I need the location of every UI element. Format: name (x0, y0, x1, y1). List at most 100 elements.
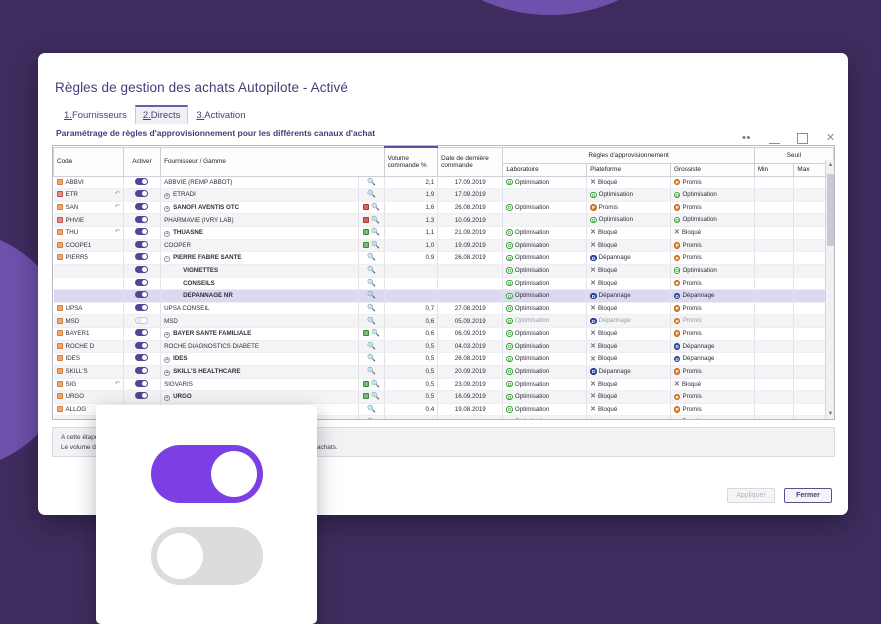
expand-icon[interactable]: + (164, 395, 171, 402)
cell-plateforme[interactable]: ✕Bloqué (586, 226, 671, 240)
cell-code[interactable]: SAN ↶ (53, 201, 124, 215)
tab-activation[interactable]: 3.Activation (188, 106, 253, 124)
cell-code[interactable] (53, 289, 124, 303)
cell-max[interactable] (793, 264, 834, 278)
cell-activer[interactable] (123, 378, 162, 392)
col-code[interactable]: Code (53, 146, 124, 177)
cell-plateforme[interactable]: D Dépannage (586, 289, 671, 303)
cell-code[interactable]: ROCHE D (53, 340, 124, 354)
cell-plateforme[interactable]: ✕Bloqué (586, 327, 671, 341)
cell-min[interactable] (754, 188, 795, 202)
cell-volume[interactable]: 1,1 (384, 226, 439, 240)
expand-icon[interactable]: + (164, 357, 171, 364)
cell-date[interactable]: 19.09.2019 (437, 239, 504, 253)
cell-date[interactable]: 27.08.2019 (437, 302, 504, 316)
expand-icon[interactable]: + (164, 193, 171, 200)
col-fournisseur[interactable]: Fournisseur / Gamme (160, 146, 385, 177)
col-date[interactable]: Date de dernière commande (437, 146, 504, 177)
cell-activer[interactable] (123, 251, 162, 265)
col-activer[interactable]: Activer (122, 146, 162, 177)
table-row[interactable]: SKILL'S + SKILL'S HEALTHCARE 🔍 0,5 20.09.2019… (53, 365, 834, 379)
row-toggle-switch[interactable] (135, 266, 149, 274)
cell-activer[interactable] (123, 213, 162, 227)
table-row[interactable]: ABBVI ABBVIE (REMP ABBOT) 🔍 2,1 17.09.2019 O O… (53, 176, 834, 190)
row-toggle-switch[interactable] (135, 392, 149, 400)
expand-icon[interactable]: + (164, 332, 171, 339)
cell-actions[interactable]: 🔍 (358, 327, 385, 341)
cell-actions[interactable]: 🔍 (358, 251, 385, 265)
cell-min[interactable] (754, 314, 795, 328)
cell-code[interactable]: BAYER1 (53, 327, 124, 341)
table-row[interactable]: THU ↶ + THUASNE 🔍 1,1 21.09.2019 O Optimisation ✕… (53, 226, 834, 240)
cell-plateforme[interactable]: ✕Bloqué (586, 340, 671, 354)
tab-directs[interactable]: 2.Directs (134, 105, 189, 124)
minimize-icon[interactable] (769, 133, 780, 144)
cell-max[interactable] (793, 340, 834, 354)
close-button[interactable]: Fermer (784, 488, 832, 503)
cell-min[interactable] (754, 226, 795, 240)
row-toggle-switch[interactable] (135, 303, 149, 311)
cell-volume[interactable]: 0,6 (384, 314, 439, 328)
cell-activer[interactable] (123, 302, 162, 316)
cell-date[interactable] (437, 277, 504, 291)
cell-plateforme[interactable]: D Dépannage (586, 251, 671, 265)
table-row[interactable]: DEPANNAGE NR 🔍 O Optimisation D Dépannage D Dép… (53, 289, 834, 303)
cell-fournisseur[interactable]: + THUASNE (160, 226, 359, 240)
cell-min[interactable] (754, 302, 795, 316)
cell-min[interactable] (754, 277, 795, 291)
cell-fournisseur[interactable]: − PIERRE FABRE SANTE (160, 251, 359, 265)
table-row[interactable]: UPSA UPSA CONSEIL 🔍 0,7 27.08.2019 O Optimisat… (53, 302, 834, 316)
cell-actions[interactable]: 🔍 (358, 277, 385, 291)
cell-plateforme[interactable]: ✕Bloqué (586, 264, 671, 278)
cell-grossiste[interactable]: D Dépannage (670, 289, 755, 303)
toggle-switch-off[interactable] (150, 526, 263, 585)
row-toggle-switch[interactable] (135, 202, 149, 210)
cell-min[interactable] (754, 340, 795, 354)
cell-actions[interactable]: 🔍 (358, 378, 385, 392)
cell-date[interactable]: 17.09.2019 (437, 188, 504, 202)
cell-volume[interactable]: 0,4 (384, 403, 439, 417)
search-icon[interactable]: 🔍 (366, 292, 376, 300)
cell-activer[interactable] (123, 352, 162, 366)
cell-laboratoire[interactable] (502, 213, 588, 227)
cell-fournisseur[interactable]: VIGNETTES (160, 264, 359, 278)
cell-code[interactable]: THU ↶ (53, 226, 124, 240)
cell-min[interactable] (754, 415, 795, 419)
cell-plateforme[interactable]: D Dépannage (586, 365, 671, 379)
col-grossiste[interactable]: Grossiste (669, 162, 755, 177)
cell-volume[interactable]: 0,5 (384, 352, 439, 366)
refresh-icon[interactable]: ↶ (114, 203, 120, 210)
table-row[interactable]: BAYER1 + BAYER SANTE FAMILIALE 🔍 0,6 06.09.20… (53, 327, 834, 341)
cell-plateforme[interactable]: ✕Bloqué (586, 378, 671, 392)
cell-max[interactable] (793, 188, 834, 202)
row-toggle-switch[interactable] (135, 316, 149, 324)
search-icon[interactable]: 🔍 (366, 304, 376, 312)
cell-volume[interactable]: 1,3 (384, 213, 439, 227)
cell-actions[interactable]: 🔍 (358, 415, 385, 419)
cell-volume[interactable]: 0,6 (384, 327, 439, 341)
cell-activer[interactable] (123, 176, 162, 190)
search-icon[interactable]: 🔍 (366, 267, 376, 275)
toggle-switch-on[interactable] (150, 444, 263, 503)
table-row[interactable]: VIGNETTES 🔍 O Optimisation ✕ Bloqué O Optimisat… (53, 264, 834, 278)
col-plateforme[interactable]: Plateforme (586, 162, 671, 177)
cell-volume[interactable] (384, 289, 439, 303)
expand-icon[interactable]: + (164, 231, 171, 238)
cell-max[interactable] (793, 239, 834, 253)
cell-grossiste[interactable]: O Optimisation (670, 213, 755, 227)
row-toggle-switch[interactable] (135, 354, 149, 362)
row-toggle-switch[interactable] (135, 379, 149, 387)
cell-actions[interactable]: 🔍 (358, 188, 385, 202)
cell-volume[interactable]: 0,5 (384, 390, 439, 404)
collapse-icon[interactable]: − (164, 256, 171, 263)
